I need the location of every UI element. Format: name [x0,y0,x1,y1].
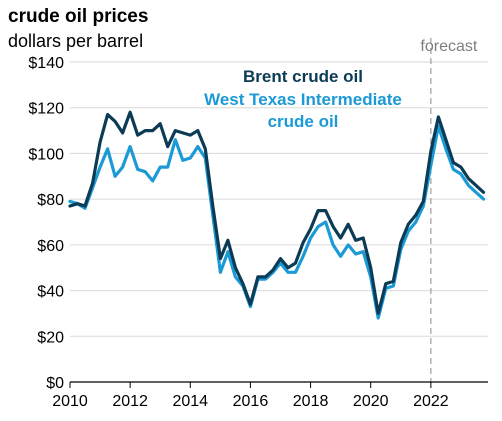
series-line-wti [68,124,486,320]
x-tick-label: 2020 [353,393,389,410]
y-tick-label: $120 [28,101,64,118]
series-line-brent [68,110,486,315]
x-tick-label: 2018 [293,393,329,410]
y-tick-label: $80 [37,192,64,209]
legend-brent: Brent crude oil [243,67,363,86]
chart-subtitle: dollars per barrel [8,31,144,51]
legend-wti-line1: West Texas Intermediate [204,90,402,109]
x-tick-label: 2010 [52,393,88,410]
y-tick-label: $0 [46,375,64,392]
x-tick-label: 2014 [172,393,208,410]
legend-wti-line2: crude oil [268,112,339,131]
forecast-label: forecast [420,38,477,55]
x-tick-label: 2022 [413,393,449,410]
x-tick-label: 2016 [233,393,269,410]
x-tick-label: 2012 [112,393,148,410]
y-tick-label: $60 [37,238,64,255]
y-tick-label: $40 [37,284,64,301]
y-tick-label: $100 [28,146,64,163]
y-tick-label: $20 [37,329,64,346]
chart-title: crude oil prices [8,6,149,27]
y-tick-label: $140 [28,55,64,72]
